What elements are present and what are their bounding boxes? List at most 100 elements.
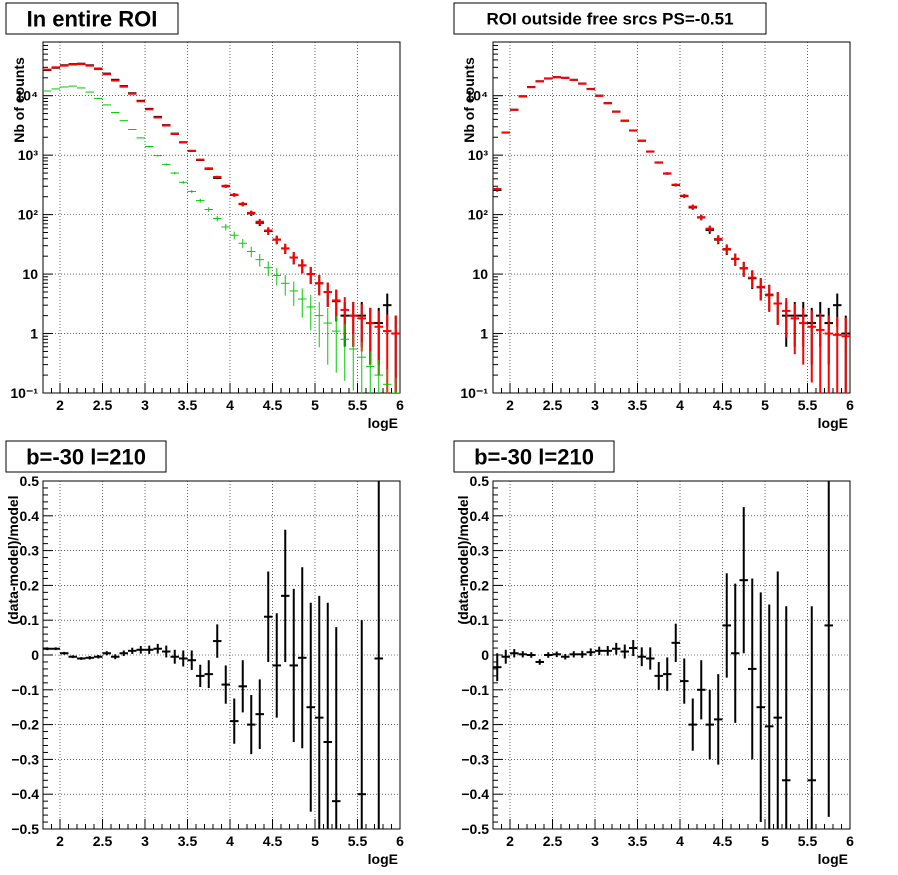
data-point bbox=[323, 602, 332, 829]
data-point bbox=[332, 289, 341, 320]
y-tick-label: 10⁻¹ bbox=[460, 385, 488, 401]
data-point bbox=[213, 624, 222, 658]
data-point bbox=[688, 698, 697, 751]
data-point bbox=[60, 651, 69, 655]
y-tick-label: 0.1 bbox=[20, 612, 40, 628]
data-point bbox=[306, 294, 315, 331]
data-point bbox=[552, 651, 561, 658]
data-point bbox=[595, 94, 604, 97]
data-point bbox=[221, 665, 230, 704]
data-point bbox=[145, 108, 154, 111]
y-tick-label: 10⁻¹ bbox=[10, 385, 38, 401]
x-tick-label: 5.5 bbox=[348, 397, 368, 413]
data-point bbox=[170, 649, 179, 664]
data-point bbox=[790, 303, 799, 355]
data-point bbox=[264, 261, 273, 277]
x-tick-label: 2 bbox=[506, 397, 514, 413]
data-point bbox=[374, 359, 383, 393]
y-tick-label: −0.5 bbox=[11, 821, 39, 837]
data-point bbox=[680, 194, 689, 198]
x-tick-label: 2.5 bbox=[543, 833, 563, 849]
data-point bbox=[196, 158, 205, 161]
plot-frame bbox=[42, 41, 401, 394]
data-point bbox=[170, 171, 179, 175]
data-point bbox=[128, 129, 137, 131]
data-point bbox=[264, 571, 273, 662]
data-point bbox=[493, 187, 502, 191]
data-point bbox=[111, 654, 120, 660]
data-point bbox=[620, 644, 629, 659]
data-point bbox=[799, 307, 808, 365]
data-point bbox=[646, 647, 655, 670]
data-point bbox=[705, 225, 714, 233]
data-point bbox=[824, 481, 833, 817]
x-tick-label: 6 bbox=[846, 397, 854, 413]
chart-panel-4: 2 2.5 3 3.5 4 4.5 5 5.5 6 −0.5 −0.4 −0.3 −0.2 −0.1 0 0.… bbox=[453, 440, 854, 867]
data-point bbox=[272, 613, 281, 718]
y-tick-label: −0.5 bbox=[461, 821, 489, 837]
chart-title: b=-30 l=210 bbox=[26, 444, 146, 469]
x-tick-label: 3 bbox=[591, 833, 599, 849]
data-point bbox=[230, 698, 239, 744]
data-point bbox=[323, 282, 332, 307]
data-point bbox=[187, 149, 196, 152]
data-point bbox=[77, 657, 86, 660]
data-point bbox=[688, 204, 697, 210]
data-point bbox=[671, 183, 680, 187]
data-point bbox=[281, 529, 290, 662]
data-point bbox=[714, 235, 723, 244]
data-point bbox=[43, 647, 52, 651]
y-tick-label: 0.3 bbox=[20, 543, 40, 559]
y-tick-label: 10 bbox=[472, 266, 488, 282]
data-point bbox=[705, 689, 714, 760]
data-point bbox=[323, 307, 332, 365]
data-point bbox=[816, 313, 825, 393]
data-point bbox=[221, 184, 230, 188]
data-point bbox=[315, 275, 324, 296]
data-point bbox=[179, 180, 188, 184]
x-tick-label: 2 bbox=[506, 833, 514, 849]
data-point bbox=[255, 218, 264, 225]
data-point bbox=[247, 210, 256, 216]
x-tick-label: 4 bbox=[226, 833, 234, 849]
x-tick-label: 6 bbox=[846, 833, 854, 849]
data-point bbox=[756, 277, 765, 301]
y-tick-label: −0.3 bbox=[461, 751, 489, 767]
data-point bbox=[510, 108, 519, 111]
x-axis-label: logE bbox=[818, 415, 848, 431]
data-point bbox=[748, 578, 757, 760]
data-point bbox=[340, 324, 349, 381]
y-tick-label: 0.2 bbox=[20, 577, 40, 593]
chart-title: b=-30 l=210 bbox=[474, 444, 594, 469]
data-point bbox=[501, 649, 510, 664]
data-point bbox=[612, 642, 621, 655]
y-tick-label: 0.2 bbox=[470, 577, 490, 593]
data-point bbox=[102, 651, 111, 656]
y-tick-label: −0.1 bbox=[461, 682, 489, 698]
data-point bbox=[238, 201, 247, 206]
data-point bbox=[162, 124, 171, 127]
x-tick-label: 3.5 bbox=[628, 397, 648, 413]
data-point bbox=[315, 595, 324, 829]
data-point bbox=[298, 288, 307, 318]
y-axis-label: Nb of counts bbox=[461, 57, 477, 143]
y-tick-label: 10² bbox=[468, 207, 489, 223]
data-point bbox=[213, 175, 222, 179]
data-point bbox=[569, 651, 578, 658]
data-point bbox=[722, 573, 731, 678]
data-point bbox=[739, 261, 748, 277]
y-tick-label: −0.1 bbox=[11, 682, 39, 698]
data-point bbox=[731, 253, 740, 266]
data-point bbox=[586, 648, 595, 657]
chart-panel-3: 2 2.5 3 3.5 4 4.5 5 5.5 6 −0.5 −0.4 −0.3 −0.2 −0.1 0 0.… bbox=[5, 440, 404, 867]
data-point bbox=[128, 647, 137, 654]
data-point bbox=[94, 655, 103, 659]
x-tick-label: 2.5 bbox=[93, 397, 113, 413]
data-point bbox=[493, 653, 502, 682]
x-tick-label: 4.5 bbox=[263, 833, 283, 849]
data-point bbox=[366, 351, 375, 393]
x-tick-label: 5 bbox=[761, 397, 769, 413]
data-point bbox=[595, 646, 604, 655]
chart-panel-1: 2 2.5 3 3.5 4 4.5 5 5.5 6 10⁻¹ 1 10 10² 10³ 10⁴ In enti… bbox=[5, 2, 404, 431]
data-point bbox=[748, 270, 757, 289]
